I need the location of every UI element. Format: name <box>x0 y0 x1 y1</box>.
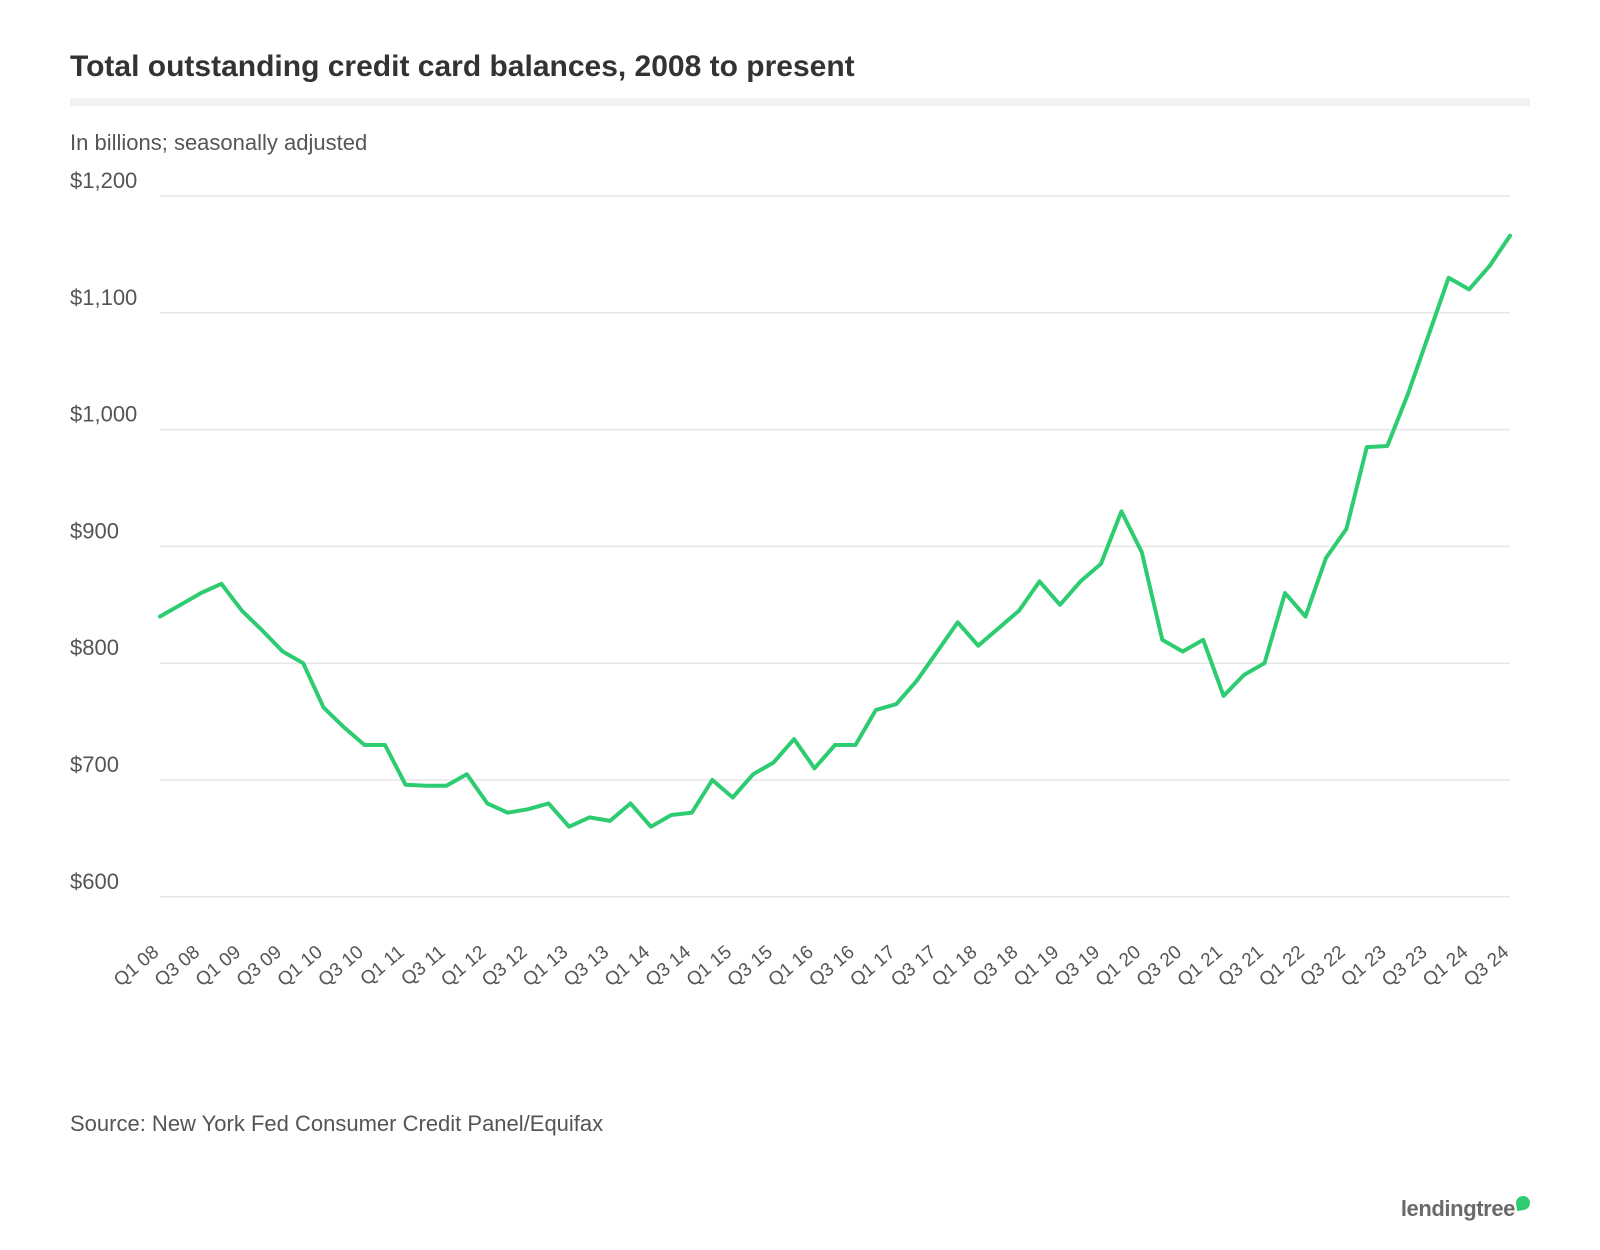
line-chart: $600$700$800$900$1,000$1,100$1,200Q1 08Q… <box>70 166 1530 1051</box>
x-tick-label: Q3 18 <box>969 942 1022 991</box>
x-tick-label: Q3 11 <box>398 942 450 990</box>
x-tick-label: Q3 08 <box>151 942 204 991</box>
x-tick-label: Q3 10 <box>315 942 368 991</box>
x-tick-label: Q3 13 <box>560 942 613 991</box>
x-tick-label: Q1 24 <box>1419 941 1472 991</box>
x-tick-label: Q1 15 <box>683 942 736 991</box>
y-tick-label: $600 <box>70 869 119 894</box>
x-tick-label: Q3 24 <box>1460 941 1513 991</box>
x-tick-label: Q1 22 <box>1256 942 1309 991</box>
x-tick-label: Q1 20 <box>1092 942 1145 991</box>
x-tick-label: Q1 09 <box>192 942 245 991</box>
x-tick-label: Q1 21 <box>1174 942 1227 991</box>
x-tick-label: Q3 22 <box>1296 942 1349 991</box>
brand-text: lendingtree <box>1401 1196 1515 1221</box>
y-tick-label: $900 <box>70 518 119 543</box>
x-tick-label: Q3 15 <box>724 942 777 991</box>
source-caption: Source: New York Fed Consumer Credit Pan… <box>70 1111 1530 1137</box>
chart-title: Total outstanding credit card balances, … <box>70 50 1530 84</box>
x-tick-label: Q1 19 <box>1010 942 1063 991</box>
y-tick-label: $1,000 <box>70 402 137 427</box>
brand-logo: lendingtree <box>1401 1196 1530 1222</box>
leaf-icon <box>1515 1195 1531 1211</box>
x-tick-label: Q3 19 <box>1051 942 1104 991</box>
x-tick-label: Q3 20 <box>1133 942 1186 991</box>
x-tick-label: Q1 14 <box>601 941 654 991</box>
y-tick-label: $700 <box>70 752 119 777</box>
x-tick-label: Q3 23 <box>1378 942 1431 991</box>
x-tick-label: Q1 17 <box>846 942 899 991</box>
x-tick-label: Q1 12 <box>437 942 490 991</box>
x-tick-label: Q1 08 <box>110 942 163 991</box>
x-tick-label: Q1 16 <box>765 942 818 991</box>
chart-subtitle: In billions; seasonally adjusted <box>70 130 1530 156</box>
x-tick-label: Q3 21 <box>1215 942 1268 991</box>
x-tick-label: Q1 18 <box>928 942 981 991</box>
x-tick-label: Q3 17 <box>887 942 940 991</box>
x-tick-label: Q1 13 <box>519 942 572 991</box>
x-tick-label: Q3 16 <box>806 942 859 991</box>
y-tick-label: $1,200 <box>70 168 137 193</box>
x-tick-label: Q3 09 <box>233 942 286 991</box>
x-tick-label: Q1 23 <box>1337 942 1390 991</box>
data-line <box>160 236 1510 827</box>
x-tick-label: Q1 10 <box>274 942 327 991</box>
x-tick-label: Q1 11 <box>357 942 409 990</box>
x-tick-label: Q3 12 <box>478 942 531 991</box>
y-tick-label: $800 <box>70 635 119 660</box>
x-tick-label: Q3 14 <box>642 941 695 991</box>
title-rule <box>70 98 1530 106</box>
y-tick-label: $1,100 <box>70 285 137 310</box>
